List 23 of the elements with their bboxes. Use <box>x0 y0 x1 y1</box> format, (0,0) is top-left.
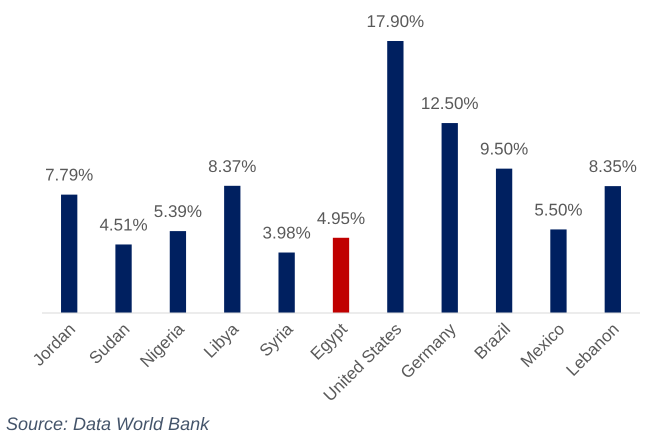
data-label: 7.79% <box>45 166 94 185</box>
bar <box>115 244 132 313</box>
bar <box>224 186 240 313</box>
bar <box>332 238 350 313</box>
data-label: 8.37% <box>208 156 256 176</box>
data-label: 17.90% <box>366 12 424 31</box>
data-label: 5.39% <box>154 202 202 222</box>
bar <box>496 168 512 313</box>
data-label: 3.98% <box>262 224 311 243</box>
data-label: 12.50% <box>420 94 479 114</box>
data-label: 4.95% <box>316 208 366 228</box>
bar <box>170 231 186 313</box>
data-label: 8.35% <box>588 157 637 176</box>
bar <box>278 252 295 313</box>
data-label: 5.50% <box>534 200 583 220</box>
bar <box>442 123 458 313</box>
data-label: 4.51% <box>99 215 148 234</box>
bar <box>550 229 567 313</box>
bar <box>61 194 78 313</box>
data-label: 9.50% <box>480 140 528 159</box>
source-note: Source: Data World Bank <box>6 414 210 434</box>
bar <box>387 41 404 313</box>
bar <box>604 186 621 313</box>
